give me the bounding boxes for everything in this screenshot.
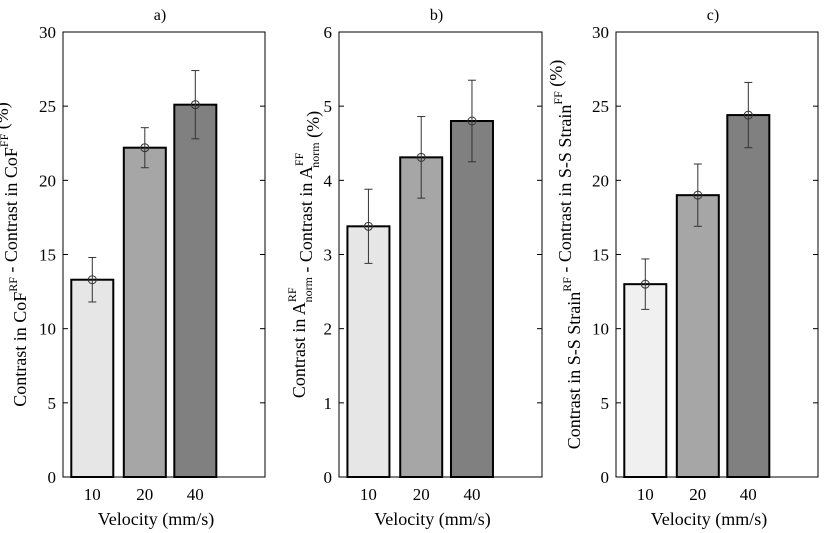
- x-axis-label: Velocity (mm/s): [651, 509, 767, 530]
- x-tick-label: 40: [187, 485, 204, 504]
- y-tick-label: 1: [324, 394, 333, 413]
- panel-title: a): [154, 7, 166, 24]
- error-bar-10: [87, 256, 97, 303]
- bar-10: [70, 278, 115, 479]
- y-axis-label: Contrast in ARF norm - Contrast in AFF nor…: [285, 111, 324, 398]
- y-tick-label: 5: [324, 97, 333, 116]
- y-tick-label: 4: [324, 171, 333, 190]
- y-tick-label: 10: [39, 320, 56, 339]
- panel-1: 0 5 10 15 20 25 30 10 20 40 a) Velocity (mm/s) Contr…: [0, 7, 266, 530]
- y-tick-label: 10: [592, 320, 609, 339]
- y-tick-label: 0: [601, 468, 610, 487]
- y-tick-label: 25: [39, 97, 56, 116]
- bar-20: [122, 146, 167, 478]
- error-bar-10: [640, 258, 650, 310]
- mean-marker-20: [140, 143, 150, 153]
- mean-marker-40: [743, 110, 753, 120]
- bar-10: [346, 225, 391, 478]
- bar-40: [173, 103, 218, 479]
- error-bar-20: [416, 116, 426, 199]
- panel-title: c): [707, 7, 719, 24]
- mean-marker-10: [87, 275, 97, 285]
- y-tick-label: 5: [601, 394, 610, 413]
- y-tick-label: 0: [324, 468, 333, 487]
- y-tick-label: 25: [592, 97, 609, 116]
- bar-40: [726, 114, 771, 478]
- y-tick-label: 3: [324, 246, 333, 265]
- mean-marker-20: [693, 190, 703, 200]
- error-bar-20: [140, 127, 150, 169]
- bar-10: [623, 283, 668, 478]
- y-tick-label: 30: [39, 23, 56, 42]
- y-axis-label: Contrast in S-S StrainRF - Contrast in S…: [546, 60, 584, 450]
- x-axis-label: Velocity (mm/s): [374, 509, 490, 530]
- x-tick-label: 20: [689, 485, 706, 504]
- x-tick-label: 40: [463, 485, 480, 504]
- y-tick-label: 20: [592, 171, 609, 190]
- x-tick-label: 10: [84, 485, 101, 504]
- mean-marker-20: [416, 152, 426, 162]
- error-bar-20: [693, 163, 703, 227]
- error-bar-40: [467, 79, 477, 163]
- bar-20: [675, 194, 720, 479]
- x-tick-label: 20: [136, 485, 153, 504]
- y-axis-label: Contrast in CoFRF - Contrast in CoFFF (%…: [0, 102, 30, 407]
- y-tick-label: 20: [39, 171, 56, 190]
- y-tick-label: 0: [48, 468, 57, 487]
- y-tick-label: 5: [48, 394, 57, 413]
- y-tick-label: 6: [324, 23, 333, 42]
- panel-3: 0 5 10 15 20 25 30 10 20 40 c) Velocity (mm/s) Contr…: [546, 7, 819, 530]
- panel-2: 0 1 2 3 4 5 6 10 20 40 b) Velocity (mm/s) Contrast i…: [285, 7, 543, 530]
- bar-20: [399, 156, 444, 478]
- mean-marker-10: [640, 279, 650, 289]
- x-tick-label: 10: [360, 485, 377, 504]
- x-tick-label: 40: [740, 485, 757, 504]
- x-tick-label: 20: [413, 485, 430, 504]
- y-tick-label: 15: [592, 246, 609, 265]
- error-bar-40: [190, 70, 200, 140]
- error-bar-10: [363, 188, 373, 264]
- mean-marker-40: [190, 100, 200, 110]
- bar-40: [449, 120, 494, 478]
- y-tick-label: 30: [592, 23, 609, 42]
- y-tick-label: 2: [324, 320, 333, 339]
- error-bar-40: [743, 81, 753, 149]
- mean-marker-10: [363, 221, 373, 231]
- y-tick-label: 15: [39, 246, 56, 265]
- x-axis-label: Velocity (mm/s): [98, 509, 214, 530]
- x-tick-label: 10: [637, 485, 654, 504]
- panel-title: b): [430, 7, 443, 24]
- mean-marker-40: [467, 116, 477, 126]
